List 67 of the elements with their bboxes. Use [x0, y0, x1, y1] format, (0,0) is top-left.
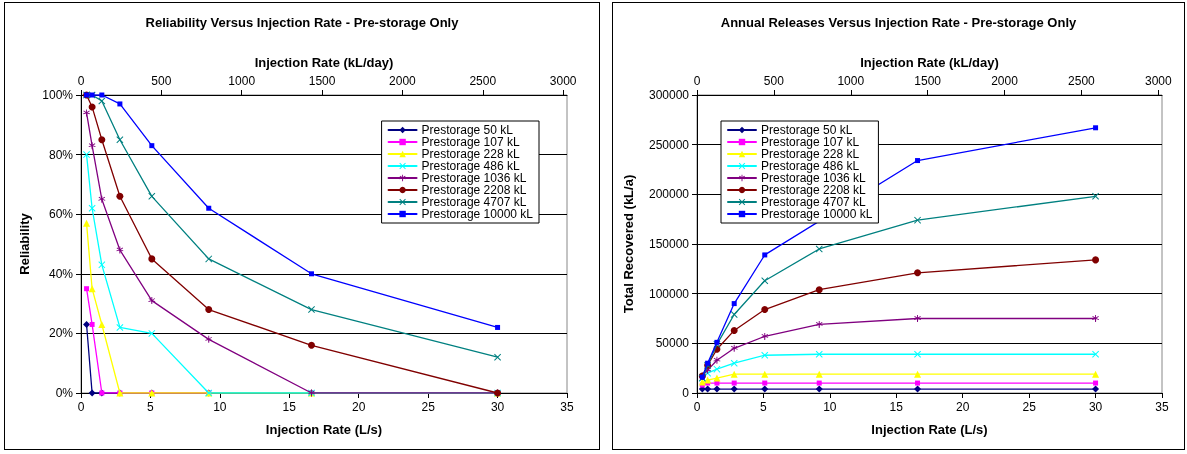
x2-tick-label: 1000 — [837, 74, 865, 88]
x2-axis-title: Injection Rate (kL/day) — [860, 55, 999, 70]
x-tick-label: 10 — [823, 400, 837, 414]
x2-tick-label: 2000 — [389, 74, 417, 88]
legend-label: Prestorage 486 kL — [421, 159, 520, 173]
y-tick-label: 0% — [55, 386, 74, 400]
x-tick-label: 25 — [1022, 400, 1037, 414]
legend-label: Prestorage 10000 kL — [761, 207, 873, 221]
x2-tick-label: 2000 — [991, 74, 1019, 88]
x2-tick-label: 500 — [763, 74, 785, 88]
y-tick-label: 300000 — [648, 88, 690, 102]
x-tick-label: 20 — [956, 400, 970, 414]
y-tick-label: 50000 — [655, 336, 690, 351]
x2-tick-label: 1000 — [228, 74, 256, 88]
y-tick-label: 20% — [48, 326, 74, 341]
chart-title: Reliability Versus Injection Rate - Pre-storage Only — [145, 15, 460, 30]
y-tick-label: 100000 — [648, 286, 690, 301]
y-tick-label: 0 — [682, 386, 690, 400]
x-tick-label: 0 — [77, 400, 85, 414]
x2-tick-label: 500 — [151, 74, 172, 88]
legend-label: Prestorage 10000 kL — [421, 207, 534, 221]
legend-label: Prestorage 1036 kL — [761, 171, 867, 185]
legend-label: Prestorage 50 kL — [421, 123, 514, 137]
y-tick-label: 200000 — [648, 187, 690, 202]
y-tick-label: 150000 — [648, 237, 690, 251]
y-tick-label: 80% — [48, 147, 74, 162]
y-axis-title: Reliability — [17, 212, 33, 275]
y-axis-title: Total Recovered (kL/a) — [621, 174, 636, 314]
legend-label: Prestorage 4707 kL — [761, 195, 867, 209]
x-tick-label: 20 — [352, 400, 366, 414]
x-axis-title: Injection Rate (L/s) — [265, 422, 383, 437]
legend-label: Prestorage 228 kL — [421, 147, 520, 161]
x2-tick-label: 1500 — [914, 74, 942, 88]
legend-label: Prestorage 1036 kL — [421, 171, 527, 185]
x-tick-label: 15 — [282, 400, 297, 414]
x-tick-label: 35 — [1155, 400, 1169, 414]
x2-tick-label: 3000 — [1144, 74, 1172, 88]
legend-label: Prestorage 107 kL — [761, 135, 860, 149]
x-tick-label: 15 — [889, 400, 904, 414]
x-tick-label: 5 — [147, 400, 155, 414]
legend-label: Prestorage 2208 kL — [421, 183, 527, 197]
x2-tick-label: 2500 — [1068, 74, 1096, 88]
x2-tick-label: 2500 — [469, 74, 497, 88]
x-tick-label: 0 — [693, 400, 701, 414]
y-tick-label: 250000 — [648, 137, 690, 152]
legend-label: Prestorage 2208 kL — [761, 183, 867, 197]
x-axis-title: Injection Rate (L/s) — [871, 422, 988, 437]
y-tick-label: 60% — [48, 207, 74, 222]
x-tick-label: 25 — [421, 400, 436, 414]
legend-label: Prestorage 228 kL — [761, 147, 860, 161]
legend-label: Prestorage 50 kL — [761, 123, 853, 137]
legend-label: Prestorage 107 kL — [421, 135, 520, 149]
x-tick-label: 30 — [490, 400, 505, 414]
chart-title: Annual Releases Versus Injection Rate - Pre-storage Only — [720, 15, 1077, 30]
x-tick-label: 5 — [760, 400, 768, 414]
legend-label: Prestorage 486 kL — [761, 159, 860, 173]
y-tick-label: 40% — [48, 266, 74, 281]
x-tick-label: 10 — [213, 400, 227, 414]
legend-label: Prestorage 4707 kL — [421, 195, 527, 209]
x2-tick-label: 3000 — [549, 74, 577, 88]
x-tick-label: 35 — [560, 400, 574, 414]
x2-tick-label: 0 — [693, 74, 701, 88]
x-tick-label: 30 — [1088, 400, 1103, 414]
x2-tick-label: 1500 — [308, 74, 336, 88]
y-tick-label: 100% — [42, 88, 74, 102]
x2-axis-title: Injection Rate (kL/day) — [254, 55, 394, 70]
x2-tick-label: 0 — [77, 74, 85, 88]
